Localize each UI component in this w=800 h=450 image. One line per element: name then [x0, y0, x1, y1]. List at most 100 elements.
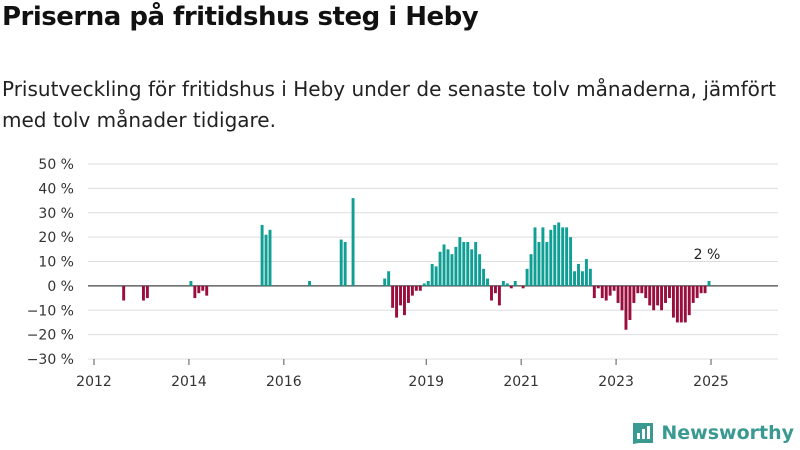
bar: [588, 268, 592, 286]
bar: [351, 198, 355, 286]
y-tick-label: 10 %: [38, 255, 74, 271]
y-tick-label: −20 %: [27, 328, 74, 344]
bar: [648, 285, 652, 306]
bar: [197, 285, 201, 294]
x-tick-label: 2016: [266, 374, 302, 390]
bar: [541, 227, 545, 286]
bar: [513, 281, 517, 286]
bar: [584, 259, 588, 286]
bar: [458, 237, 462, 286]
bar: [501, 281, 505, 286]
bar: [343, 242, 347, 286]
bar: [521, 285, 525, 289]
bar: [565, 227, 569, 286]
bar: [668, 285, 671, 299]
bar: [640, 285, 644, 294]
bar: [478, 254, 482, 286]
bar: [497, 285, 501, 306]
bars: [122, 198, 711, 330]
bar: [561, 227, 565, 286]
x-tick-label: 2025: [693, 374, 729, 390]
bar: [509, 285, 513, 289]
bar: [474, 242, 478, 286]
bar: [624, 285, 628, 330]
bar: [205, 285, 209, 296]
bar: [529, 254, 533, 286]
bar: [406, 285, 410, 303]
bar: [604, 285, 608, 301]
bar: [145, 285, 149, 299]
bar: [387, 271, 391, 286]
y-tick-label: 40 %: [38, 181, 74, 197]
y-tick-label: 50 %: [38, 157, 74, 173]
chart-title: Priserna på fritidshus steg i Heby: [2, 2, 479, 32]
bar: [399, 285, 402, 306]
bar: [687, 285, 691, 316]
bar: [426, 281, 430, 286]
bar: [675, 285, 679, 323]
bar: [264, 234, 268, 286]
bar: [553, 224, 557, 286]
brand: Newsworthy: [631, 421, 794, 445]
bar: [430, 263, 434, 286]
bar: [691, 285, 695, 303]
bar: [695, 285, 699, 299]
bar: [636, 285, 640, 294]
bar: [493, 285, 497, 294]
bar: [490, 285, 493, 301]
bar: [608, 285, 612, 296]
bar: [383, 278, 387, 286]
bar: [466, 242, 470, 286]
bar: [699, 285, 703, 294]
bar: [703, 285, 707, 294]
chart-subtitle: Prisutveckling för fritidshus i Heby und…: [2, 77, 776, 132]
bar: [268, 229, 272, 286]
gridlines: [88, 163, 778, 360]
y-tick-label: −10 %: [27, 303, 74, 319]
bar: [391, 285, 395, 308]
bar: [403, 285, 406, 316]
bar: [573, 271, 577, 286]
x-axis: 2012 2014 2016 2019 2021 2023 2025: [76, 359, 729, 390]
annotations: 2 %: [694, 247, 721, 263]
bar: [422, 283, 426, 286]
y-tick-label: 0 %: [47, 279, 74, 295]
bar: [470, 249, 474, 286]
bar: [505, 283, 509, 286]
x-tick-label: 2019: [408, 374, 444, 390]
bar: [660, 285, 664, 311]
x-tick-label: 2023: [598, 374, 634, 390]
bar: [620, 285, 624, 311]
bar: [418, 285, 422, 291]
bar: [189, 281, 193, 286]
bar: [260, 224, 264, 286]
bar: [442, 244, 446, 286]
bar: [592, 285, 596, 299]
bar: [632, 285, 636, 303]
bar: [707, 281, 711, 286]
bar: [664, 285, 667, 303]
bar: [580, 271, 584, 286]
bar: [644, 285, 648, 299]
bar: [652, 285, 656, 311]
bar: [679, 285, 683, 323]
bar: [450, 254, 454, 286]
newsworthy-logo-icon: [633, 423, 654, 444]
y-axis: 50 % 40 % 30 % 20 % 10 % 0 % −10 % −20 % −30 %: [27, 157, 74, 368]
bar: [683, 285, 687, 323]
bar: [577, 263, 580, 286]
y-tick-label: 30 %: [38, 206, 74, 222]
bar: [201, 285, 205, 291]
bar: [410, 285, 414, 296]
bar: [141, 285, 145, 301]
bar: [454, 246, 458, 286]
bar: [671, 285, 675, 318]
bar: [616, 285, 620, 303]
bar: [537, 242, 541, 286]
x-tick-label: 2021: [503, 374, 539, 390]
y-tick-label: −30 %: [27, 352, 74, 368]
bar: [596, 285, 600, 289]
bar: [600, 285, 604, 299]
bar: [482, 268, 486, 286]
